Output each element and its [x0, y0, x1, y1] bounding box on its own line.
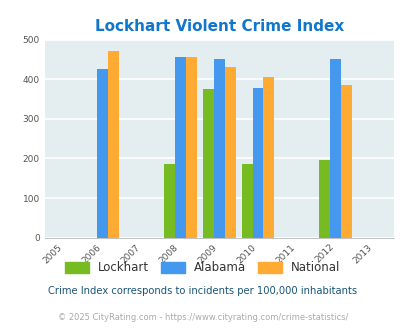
Bar: [340, 85, 351, 238]
Bar: [97, 69, 108, 238]
Bar: [329, 59, 340, 238]
Text: © 2025 CityRating.com - https://www.cityrating.com/crime-statistics/: © 2025 CityRating.com - https://www.city…: [58, 313, 347, 322]
Bar: [241, 164, 252, 238]
Bar: [213, 59, 224, 238]
Text: Crime Index corresponds to incidents per 100,000 inhabitants: Crime Index corresponds to incidents per…: [48, 286, 357, 296]
Bar: [202, 89, 213, 238]
Bar: [108, 51, 119, 238]
Bar: [263, 77, 274, 238]
Bar: [164, 164, 175, 238]
Bar: [224, 67, 235, 238]
Bar: [185, 57, 196, 238]
Bar: [319, 160, 329, 238]
Legend: Lockhart, Alabama, National: Lockhart, Alabama, National: [60, 257, 345, 279]
Bar: [175, 57, 185, 238]
Title: Lockhart Violent Crime Index: Lockhart Violent Crime Index: [94, 19, 343, 34]
Bar: [252, 88, 263, 238]
